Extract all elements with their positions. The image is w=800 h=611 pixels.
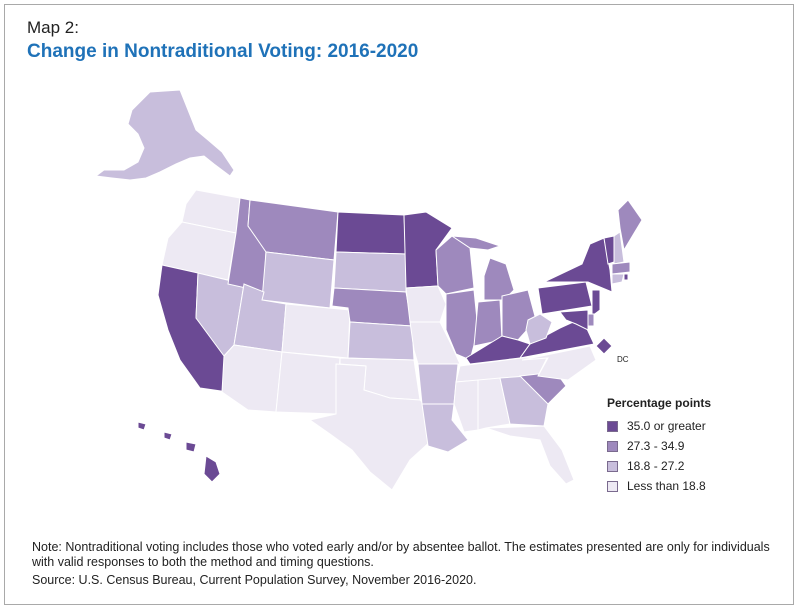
state-pennsylvania (537, 281, 593, 315)
state-texas (308, 363, 433, 491)
state-dc-marker (595, 337, 613, 355)
state-rhode-island (623, 273, 629, 281)
state-michigan-lower (483, 257, 515, 301)
figure-frame (4, 4, 794, 605)
state-wyoming (261, 251, 335, 309)
map-note: Note: Nontraditional voting includes tho… (32, 540, 770, 569)
state-arizona (221, 344, 283, 413)
state-north-dakota (335, 211, 407, 255)
legend-label: 18.8 - 27.2 (627, 459, 685, 473)
map-number: Map 2: (27, 18, 79, 37)
legend-item: 27.3 - 34.9 (607, 436, 711, 456)
state-new-jersey (591, 289, 601, 317)
state-delaware (587, 313, 595, 327)
legend-title: Percentage points (607, 396, 712, 410)
state-south-dakota (333, 251, 407, 293)
state-hawaii-main (203, 455, 221, 483)
legend-item: 35.0 or greater (607, 416, 711, 436)
legend-swatch (607, 440, 618, 452)
state-connecticut (611, 273, 625, 285)
state-maryland (559, 309, 589, 331)
state-hawaii-maui (185, 441, 197, 453)
state-missouri (409, 321, 461, 365)
state-alaska (94, 89, 235, 181)
legend-swatch (607, 460, 618, 472)
legend-swatch (607, 420, 618, 432)
state-mississippi (453, 379, 479, 433)
map-source: Source: U.S. Census Bureau, Current Popu… (32, 573, 477, 587)
state-alabama (477, 377, 511, 431)
legend-item: 18.8 - 27.2 (607, 456, 711, 476)
state-maine (617, 199, 643, 252)
state-west-virginia (525, 313, 553, 345)
state-new-mexico (275, 351, 341, 415)
state-iowa (405, 285, 447, 323)
state-new-hampshire (613, 231, 625, 265)
map-legend: Percentage points 35.0 or greater 27.3 -… (607, 396, 711, 496)
map-title: Change in Nontraditional Voting: 2016-20… (27, 41, 419, 62)
state-florida (485, 425, 575, 485)
legend-item: Less than 18.8 (607, 476, 711, 496)
state-arkansas (417, 363, 459, 405)
state-massachusetts (611, 261, 631, 275)
state-north-carolina (521, 345, 597, 381)
legend-label: 27.3 - 34.9 (627, 439, 685, 453)
state-colorado (281, 303, 351, 359)
dc-label: DC (617, 355, 629, 364)
legend-label: Less than 18.8 (627, 479, 706, 493)
state-hawaii-kauai (137, 421, 147, 431)
legend-label: 35.0 or greater (627, 419, 706, 433)
state-kansas (347, 321, 415, 361)
state-hawaii-oahu (163, 431, 173, 441)
state-michigan (451, 235, 502, 251)
legend-swatch (607, 480, 618, 492)
state-virginia (518, 317, 595, 359)
